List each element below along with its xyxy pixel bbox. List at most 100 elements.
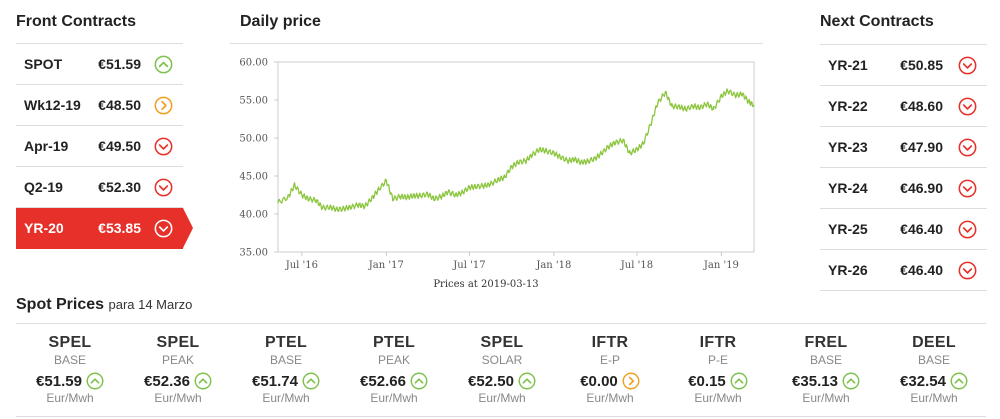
next-contract-row[interactable]: YR-22 €48.60 [820, 86, 987, 127]
price-point [567, 160, 569, 162]
spot-name: DEEL [912, 334, 956, 351]
price-point [664, 91, 666, 93]
price-point [406, 196, 408, 198]
spot-type: BASE [809, 353, 842, 367]
price-point [692, 105, 694, 107]
price-point [321, 207, 324, 209]
price-point [301, 194, 303, 196]
daily-price-chart-svg: 60.00 55.00 50.00 45.00 40.00 35.00 Jul '16 Jan… [239, 58, 755, 290]
front-contract-row[interactable]: YR-20 €53.85 [16, 208, 183, 249]
contract-price: €52.30 [98, 179, 141, 195]
next-contract-row[interactable]: YR-23 €47.90 [820, 127, 987, 168]
spot-price-item[interactable]: PTEL BASE €51.74 Eur/Mwh [232, 324, 340, 405]
price-point [713, 108, 715, 110]
front-contract-row[interactable]: Q2-19 €52.30 [16, 167, 183, 208]
contract-price: €48.60 [900, 98, 943, 114]
price-point [412, 195, 414, 197]
contract-price: €46.90 [900, 180, 943, 196]
next-contract-row[interactable]: YR-21 €50.85 [820, 45, 987, 86]
trend-indicator [154, 137, 173, 156]
price-point [671, 105, 673, 107]
price-point [720, 95, 722, 97]
spot-price-item[interactable]: DEEL BASE €32.54 Eur/Mwh [880, 324, 988, 405]
price-point [727, 90, 729, 92]
price-point [455, 194, 457, 196]
front-contract-row[interactable]: Apr-19 €49.50 [16, 126, 183, 167]
price-point [735, 94, 737, 96]
price-point [392, 198, 394, 200]
price-point [357, 204, 359, 206]
spot-name: PTEL [264, 334, 308, 351]
trend-indicator [958, 97, 977, 116]
spot-price-item[interactable]: SPEL BASE €51.59 Eur/Mwh [16, 324, 124, 405]
up-icon [842, 372, 860, 390]
trend-indicator [154, 96, 173, 115]
spot-price: €51.74 [252, 373, 298, 390]
spot-price-item[interactable]: SPEL PEAK €52.36 Eur/Mwh [124, 324, 232, 405]
price-point [427, 193, 429, 195]
trend-indicator [958, 179, 977, 198]
price-point [343, 208, 345, 210]
spot-price-line: €0.00 [556, 372, 664, 390]
contract-name: Wk12-19 [24, 97, 81, 113]
contract-name: YR-25 [828, 221, 868, 237]
spot-prices-title: Spot Prices para 14 Marzo [16, 296, 192, 314]
spot-price-item[interactable]: IFTR E-P €0.00 Eur/Mwh [556, 324, 664, 405]
contract-price: €49.50 [98, 138, 141, 154]
price-point [539, 148, 541, 150]
price-point [545, 150, 547, 152]
spot-prices-date: para 14 Marzo [108, 297, 193, 312]
down-icon [154, 178, 173, 197]
front-contracts-title: Front Contracts [16, 13, 136, 30]
spot-name: SPEL [48, 334, 92, 351]
next-contracts-list: YR-21 €50.85 YR-22 €48.60 YR-23 €47.90 YR-24 €4… [820, 44, 987, 291]
next-contract-row[interactable]: YR-24 €46.90 [820, 168, 987, 209]
price-point [371, 197, 373, 199]
price-point [400, 195, 402, 198]
right-icon [154, 96, 173, 115]
contract-price: €51.59 [98, 56, 141, 72]
next-contract-row[interactable]: YR-25 €46.40 [820, 209, 987, 250]
x-tick-label: Jul '16 [285, 260, 318, 271]
y-tick-label: 55.00 [239, 96, 268, 107]
price-point [377, 189, 380, 191]
price-point [307, 198, 309, 200]
spot-price-item[interactable]: IFTR P-E €0.15 Eur/Mwh [664, 324, 772, 405]
contract-price: €53.85 [98, 220, 141, 236]
contract-name: YR-23 [828, 139, 868, 155]
spot-type: BASE [269, 353, 302, 367]
trend-indicator [154, 55, 173, 74]
price-point [329, 206, 331, 208]
price-point [287, 196, 289, 198]
price-point [559, 156, 561, 158]
price-point [419, 195, 421, 197]
price-point [608, 145, 610, 147]
spot-price-item[interactable]: SPEL SOLAR €52.50 Eur/Mwh [448, 324, 556, 405]
contract-name: YR-24 [828, 180, 868, 196]
down-icon [958, 179, 977, 198]
price-point [594, 157, 596, 160]
trend-indicator [958, 56, 977, 75]
spot-price: €0.15 [688, 373, 726, 390]
spot-type: PEAK [161, 353, 194, 367]
x-tick-label: Jan '19 [703, 260, 739, 271]
price-point [678, 106, 680, 108]
front-contract-row[interactable]: Wk12-19 €48.50 [16, 85, 183, 126]
spot-price-item[interactable]: PTEL PEAK €52.66 Eur/Mwh [340, 324, 448, 405]
price-point [440, 195, 442, 198]
up-icon [302, 372, 320, 390]
spot-price-line: €0.15 [664, 372, 772, 390]
spot-price: €52.66 [360, 373, 406, 390]
spot-price-line: €52.36 [124, 372, 232, 390]
spot-price-item[interactable]: FREL BASE €35.13 Eur/Mwh [772, 324, 880, 405]
front-contract-row[interactable]: SPOT €51.59 [16, 44, 183, 85]
contract-price: €47.90 [900, 139, 943, 155]
spot-unit: Eur/Mwh [802, 391, 850, 405]
down-icon [958, 220, 977, 239]
next-contract-row[interactable]: YR-26 €46.40 [820, 250, 987, 291]
contract-name: YR-20 [24, 220, 64, 236]
spot-name: IFTR [699, 334, 737, 351]
contract-name: SPOT [24, 56, 63, 72]
price-point [580, 161, 582, 163]
up-icon [410, 372, 428, 390]
